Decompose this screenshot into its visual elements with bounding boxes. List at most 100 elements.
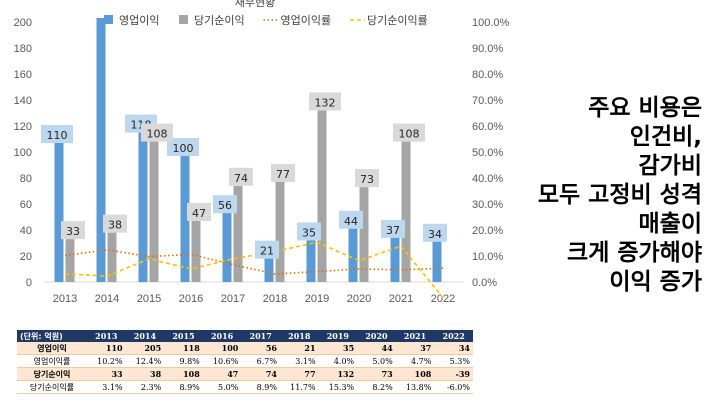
table-year-header: 2018 (279, 330, 319, 342)
table-year-header: 2022 (434, 330, 473, 342)
table-row: 당기순이익 33 38 108 47 74 77 132 73 108 -39 (17, 367, 473, 381)
table-year-header: 2017 (241, 330, 280, 342)
table-unit-label: (단위: 억원) (17, 330, 87, 342)
y-left-tick-label: 40 (20, 225, 32, 237)
y-left-tick-label: 20 (20, 251, 32, 263)
table-cell: 108 (395, 367, 435, 381)
table-cell: 4.0% (318, 354, 358, 368)
data-label: 77 (276, 168, 290, 181)
financial-table: (단위: 억원) 2013 2014 2015 2016 2017 2018 2019 2020… (17, 330, 473, 394)
headline-line: 주요 비용은 (588, 95, 702, 121)
data-label-box (213, 195, 237, 214)
bar-영업이익 (222, 209, 232, 282)
x-tick-label: 2013 (53, 293, 77, 305)
table-cell: 5.3% (434, 354, 473, 368)
headline-callout: 주요 비용은 인건비, 감가비 모두 고정비 성격 매출이 크게 증가해야 이익 증가 (462, 94, 702, 297)
data-label: 34 (428, 228, 442, 241)
y-left-tick-label: 180 (14, 43, 32, 55)
data-label-box (41, 125, 73, 143)
y-right-tick-label: 30.0% (472, 199, 503, 211)
chart-data-labels: 1101181005621354437343338108477477132731… (41, 92, 447, 259)
x-tick-label: 2020 (347, 293, 371, 305)
bar-영업이익 (138, 128, 148, 282)
x-tick-label: 2015 (137, 293, 161, 305)
table-cell: 33 (87, 367, 126, 381)
data-label: 100 (173, 142, 194, 155)
table-row: 영업이익률 10.2% 12.4% 9.8% 10.6% 6.7% 3.1% 4.0% 5.0%… (17, 354, 473, 368)
bar-영업이익 (306, 236, 316, 282)
table-cell: 9.8% (164, 354, 203, 368)
legend-label: 영업이익 (119, 14, 159, 27)
bar-영업이익 (264, 254, 274, 282)
y-left-tick-label: 0 (26, 277, 32, 289)
data-label-box (381, 219, 405, 238)
table-cell: 34 (434, 342, 473, 355)
bar-영업이익 (348, 224, 358, 282)
table-cell: -6.0% (434, 380, 473, 394)
data-label-box (103, 214, 127, 233)
table-row-label: 당기순이익 (17, 367, 87, 381)
table-row-label: 당기순이익률 (17, 380, 87, 394)
chart-lines (64, 241, 444, 299)
bar-당기순이익 (401, 141, 411, 282)
y-right-tick-label: 0.0% (472, 277, 497, 289)
table-cell: 110 (87, 342, 126, 355)
data-label-box (187, 202, 211, 221)
chart-title: 재무현황 (235, 0, 275, 9)
financial-chart: 재무현황 영업이익 당기순이익 영업이익률 당기순이익률 0 20 40 60 80 100 12… (14, 0, 510, 305)
table-cell: 8.9% (241, 380, 280, 394)
y-left-tick-label: 100 (14, 147, 32, 159)
table-cell: 56 (241, 342, 280, 355)
data-label: 110 (47, 129, 68, 142)
line-당기순이익률 (64, 241, 444, 299)
table-cell: 74 (241, 367, 280, 381)
table-cell: 13.8% (395, 380, 435, 394)
bar-당기순이익 (275, 181, 285, 282)
bar-당기순이익 (107, 232, 117, 282)
data-label-box (339, 210, 363, 229)
table-cell: -39 (434, 367, 473, 381)
chart-legend: 영업이익 당기순이익 영업이익률 당기순이익률 (104, 14, 428, 27)
data-label: 56 (218, 199, 232, 212)
bar-당기순이익 (359, 187, 369, 282)
table-cell: 35 (318, 342, 358, 355)
y-right-tick-label: 90.0% (472, 43, 503, 55)
table-cell: 5.0% (357, 354, 396, 368)
bar-영업이익 (96, 18, 106, 282)
chart-bars (54, 18, 442, 283)
data-label-box (297, 222, 321, 241)
headline-line: 감가비 (638, 153, 702, 179)
bar-영업이익 (432, 237, 442, 282)
data-label-box (423, 223, 447, 242)
table-row-label: 영업이익 (17, 342, 87, 355)
bar-영업이익 (180, 152, 190, 282)
headline-line: 크게 증가해야 (567, 240, 702, 266)
table-cell: 108 (164, 367, 203, 381)
data-label: 21 (260, 245, 274, 258)
y-right-tick-label: 100.0% (472, 17, 510, 29)
table-body: 영업이익 110 205 118 100 56 21 35 44 37 34 영업이익률 10.2% 12… (17, 342, 473, 394)
data-label: 44 (344, 215, 358, 228)
table-cell: 15.3% (318, 380, 358, 394)
y-left-tick-label: 160 (14, 69, 32, 81)
legend-label: 영업이익률 (281, 14, 332, 27)
headline-line: 이익 증가 (609, 269, 702, 295)
table-cell: 77 (279, 367, 319, 381)
x-tick-label: 2019 (305, 293, 329, 305)
data-label: 38 (108, 219, 122, 232)
table-cell: 2.3% (125, 380, 165, 394)
x-tick-label: 2014 (95, 293, 119, 305)
y-right-tick-label: 10.0% (472, 251, 503, 263)
data-label: 47 (192, 207, 206, 220)
table-cell: 118 (164, 342, 203, 355)
table-cell: 10.6% (202, 354, 242, 368)
data-label: 74 (234, 172, 248, 185)
table-cell: 8.9% (164, 380, 203, 394)
table-row-label: 영업이익률 (17, 354, 87, 368)
y-left-tick-label: 120 (14, 121, 32, 133)
table-year-header: 2020 (357, 330, 396, 342)
x-tick-label: 2022 (431, 293, 455, 305)
y-right-tick-label: 80.0% (472, 69, 503, 81)
x-tick-label: 2021 (389, 293, 413, 305)
y-left-tick-label: 80 (20, 173, 32, 185)
